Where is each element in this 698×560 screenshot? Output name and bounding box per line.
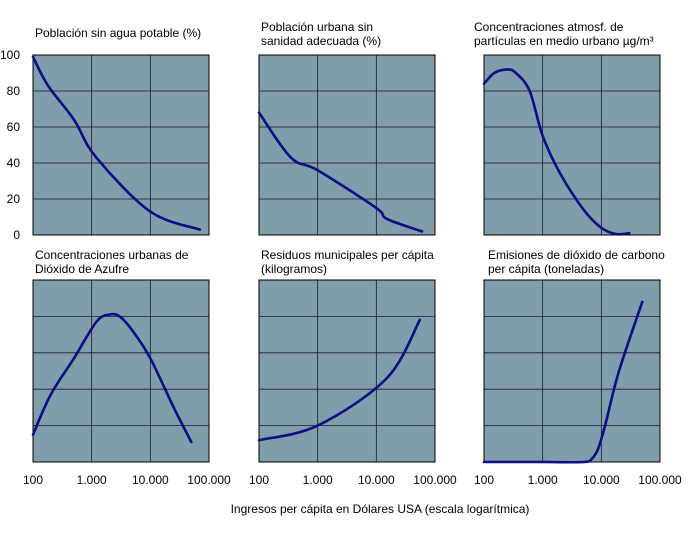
- panel-title-line: Dióxido de Azufre: [35, 262, 129, 276]
- series-line: [482, 300, 644, 464]
- series-line: [31, 55, 202, 231]
- plot-area: [259, 280, 435, 462]
- panel-title-line: per cápita (toneladas): [488, 262, 604, 276]
- x-tick-label: 10.000: [583, 473, 620, 487]
- y-tick-label: 100: [0, 48, 20, 62]
- x-tick-label: 100: [249, 473, 269, 487]
- series-line: [31, 312, 193, 444]
- x-tick-label: 1.000: [303, 473, 333, 487]
- y-tick-label: 60: [7, 120, 21, 134]
- x-tick-label: 100: [23, 473, 43, 487]
- panel-title-line: (kilogramos): [261, 262, 327, 276]
- panel-5: Residuos municipales per cápita(kilogram…: [249, 248, 457, 487]
- x-tick-label: 100.000: [413, 473, 457, 487]
- x-axis-label: Ingresos per cápita en Dólares USA (esca…: [231, 502, 530, 516]
- x-tick-label: 10.000: [132, 473, 169, 487]
- plot-area: [259, 55, 435, 235]
- panel-title-line: Residuos municipales per cápita: [261, 248, 434, 262]
- plot-area: [484, 55, 660, 235]
- panel-title-line: Emisiones de dióxido de carbono: [488, 248, 665, 262]
- series-line: [482, 68, 631, 236]
- x-tick-label: 100: [474, 473, 494, 487]
- y-tick-label: 80: [7, 84, 21, 98]
- panel-title-line: partículas en medio urbano µg/m³: [474, 34, 654, 48]
- plot-border: [483, 54, 661, 236]
- panel-1: Población sin agua potable (%) 0 20 40 60 80 1…: [0, 26, 210, 242]
- y-tick-label: 40: [7, 156, 21, 170]
- y-tick-label: 20: [7, 192, 21, 206]
- panel-title-line: Población urbana sin: [261, 20, 373, 34]
- x-tick-label: 1.000: [528, 473, 558, 487]
- series-line: [257, 318, 422, 442]
- x-tick-label: 10.000: [358, 473, 395, 487]
- x-tick-label: 100.000: [187, 473, 231, 487]
- x-tick-label: 100.000: [638, 473, 682, 487]
- plot-border: [32, 54, 210, 236]
- plot-border: [32, 279, 210, 463]
- panel-title-line: Población sin agua potable (%): [35, 26, 201, 40]
- plot-area: [33, 280, 209, 462]
- series-line: [257, 111, 424, 233]
- panel-title-line: Concentraciones atmosf. de: [474, 20, 624, 34]
- plot-area: [33, 55, 209, 235]
- plot-area: [484, 280, 660, 462]
- plot-border: [258, 54, 436, 236]
- panel-title-line: sanidad adecuada (%): [261, 34, 381, 48]
- panel-title-line: Concentraciones urbanas de: [35, 248, 189, 262]
- x-tick-label: 1.000: [77, 473, 107, 487]
- plot-border: [258, 279, 436, 463]
- y-tick-label: 0: [13, 228, 20, 242]
